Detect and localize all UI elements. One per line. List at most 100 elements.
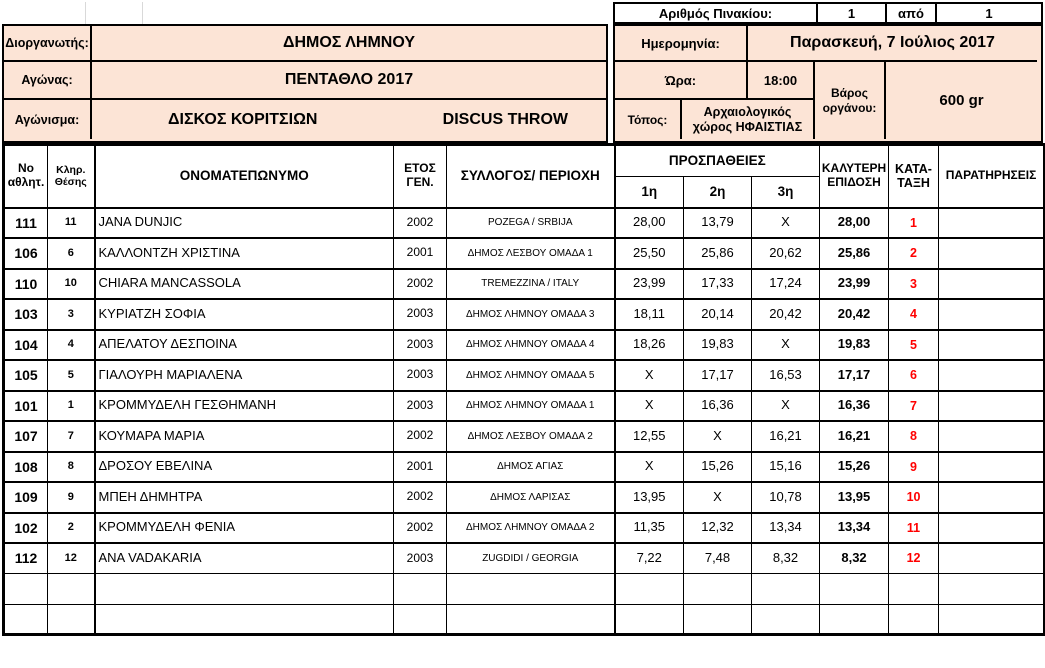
cell-birth-year: 2002 (393, 268, 447, 300)
cell-best-performance: 8,32 (819, 542, 890, 574)
cell-best-performance: 16,21 (819, 420, 890, 453)
results-table: Νο αθλητ. Κληρ. Θέσης ΟΝΟΜΑΤΕΠΩΝΥΜΟ ΕΤΟΣ… (2, 143, 1045, 636)
organizer-value: ΔΗΜΟΣ ΛΗΜΝΟΥ (92, 26, 606, 62)
competition-label: Αγώνας: (4, 62, 92, 100)
table-row: 102 2 ΚΡΟΜΜΥΔΕΛΗ ΦΕΝΙΑ 2002 ΔΗΜΟΣ ΛΗΜΝΟΥ… (3, 512, 1045, 544)
cell-birth-year: 2001 (393, 237, 447, 270)
cell-draw-position: 12 (47, 542, 95, 574)
cell-attempt-1 (613, 573, 684, 605)
cell-attempt-2: 25,86 (683, 237, 752, 270)
cell-club-region: ΔΗΜΟΣ ΛΗΜΝΟΥ ΟΜΑΔΑ 5 (446, 359, 615, 392)
cell-rank: 5 (888, 329, 940, 361)
event-label: Αγώνισμα: (4, 100, 92, 139)
date-label: Ημερομηνία: (615, 26, 748, 62)
header-attempts: ΠΡΟΣΠΑΘΕΙΕΣ (613, 144, 821, 177)
cell-remarks (938, 207, 1045, 239)
cell-remarks (938, 481, 1045, 514)
spreadsheet-gridline (142, 2, 143, 24)
cell-attempt-1: X (613, 359, 684, 392)
cell-name: ΔΡΟΣΟΥ ΕΒΕΛΙΝΑ (93, 451, 394, 483)
cell-best-performance (819, 603, 890, 635)
cell-rank: 12 (888, 542, 940, 574)
cell-attempt-2: 17,17 (683, 359, 752, 392)
cell-draw-position: 8 (47, 451, 95, 483)
cell-club-region: ZUGDIDI / GEORGIA (446, 542, 615, 574)
cell-draw-position: 2 (47, 512, 95, 544)
cell-draw-position (47, 573, 95, 605)
cell-name: ΚΥΡΙΑΤΖΗ ΣΟΦΙΑ (93, 298, 394, 331)
cell-draw-position: 10 (47, 268, 95, 300)
implement-weight-label: Βάρος οργάνου: (815, 62, 886, 139)
cell-rank (888, 603, 940, 635)
cell-attempt-2 (683, 573, 752, 605)
cell-club-region (446, 573, 615, 605)
cell-attempt-2: X (683, 481, 752, 514)
cell-birth-year: 2002 (393, 512, 447, 544)
cell-attempt-3: X (750, 207, 821, 239)
cell-attempt-1: 18,11 (613, 298, 684, 331)
cell-attempt-2: 15,26 (683, 451, 752, 483)
table-row: 108 8 ΔΡΟΣΟΥ ΕΒΕΛΙΝΑ 2001 ΔΗΜΟΣ ΑΓΙΑΣ X … (3, 451, 1045, 483)
cell-club-region: ΔΗΜΟΣ ΛΗΜΝΟΥ ΟΜΑΔΑ 2 (446, 512, 615, 544)
results-header: Νο αθλητ. Κληρ. Θέσης ΟΝΟΜΑΤΕΠΩΝΥΜΟ ΕΤΟΣ… (3, 144, 1045, 209)
cell-attempt-2: 7,48 (683, 542, 752, 574)
table-row: 106 6 ΚΑΛΛΟΝΤΖΗ ΧΡΙΣΤΙΝΑ 2001 ΔΗΜΟΣ ΛΕΣΒ… (3, 237, 1045, 270)
table-row: 103 3 ΚΥΡΙΑΤΖΗ ΣΟΦΙΑ 2003 ΔΗΜΟΣ ΛΗΜΝΟΥ Ο… (3, 298, 1045, 331)
cell-draw-position: 4 (47, 329, 95, 361)
cell-attempt-3: 20,42 (750, 298, 821, 331)
cell-club-region: ΔΗΜΟΣ ΛΑΡΙΣΑΣ (446, 481, 615, 514)
table-row: 101 1 ΚΡΟΜΜΥΔΕΛΗ ΓΕΣΘΗΜΑΝΗ 2003 ΔΗΜΟΣ ΛΗ… (3, 390, 1045, 422)
cell-attempt-1: 18,26 (613, 329, 684, 361)
cell-attempt-2: 13,79 (683, 207, 752, 239)
cell-club-region: ΔΗΜΟΣ ΑΓΙΑΣ (446, 451, 615, 483)
cell-remarks (938, 512, 1045, 544)
cell-bib: 104 (3, 329, 48, 361)
cell-bib: 102 (3, 512, 48, 544)
cell-attempt-3: 15,16 (750, 451, 821, 483)
cell-remarks (938, 390, 1045, 422)
cell-attempt-2: 19,83 (683, 329, 752, 361)
cell-attempt-2 (683, 603, 752, 635)
cell-bib (3, 573, 48, 605)
cell-draw-position: 7 (47, 420, 95, 453)
cell-attempt-1: 12,55 (613, 420, 684, 453)
cell-attempt-1: 28,00 (613, 207, 684, 239)
table-row (3, 573, 1045, 605)
cell-name: ΚΡΟΜΜΥΔΕΛΗ ΓΕΣΘΗΜΑΝΗ (93, 390, 394, 422)
cell-club-region: ΔΗΜΟΣ ΛΗΜΝΟΥ ΟΜΑΔΑ 1 (446, 390, 615, 422)
cell-attempt-3: X (750, 329, 821, 361)
cell-attempt-1: X (613, 451, 684, 483)
venue-label: Τόπος: (615, 100, 682, 139)
cell-attempt-3 (750, 573, 821, 605)
cell-best-performance: 19,83 (819, 329, 890, 361)
panel-total-value: 1 (985, 5, 993, 21)
cell-club-region: ΔΗΜΟΣ ΛΗΜΝΟΥ ΟΜΑΔΑ 4 (446, 329, 615, 361)
table-row: 104 4 ΑΠΕΛΑΤΟΥ ΔΕΣΠΟΙΝΑ 2003 ΔΗΜΟΣ ΛΗΜΝΟ… (3, 329, 1045, 361)
cell-club-region: ΔΗΜΟΣ ΛΗΜΝΟΥ ΟΜΑΔΑ 3 (446, 298, 615, 331)
cell-club-region: ΔΗΜΟΣ ΛΕΣΒΟΥ ΟΜΑΔΑ 2 (446, 420, 615, 453)
panel-number-bar: Αριθμός Πινακίου: 1 από 1 (613, 2, 1043, 24)
cell-remarks (938, 329, 1045, 361)
cell-club-region (446, 603, 615, 635)
cell-club-region: ΔΗΜΟΣ ΛΕΣΒΟΥ ΟΜΑΔΑ 1 (446, 237, 615, 270)
cell-attempt-2: X (683, 420, 752, 453)
cell-attempt-1: 23,99 (613, 268, 684, 300)
header-bib: Νο αθλητ. (3, 144, 48, 209)
cell-attempt-3: 10,78 (750, 481, 821, 514)
cell-attempt-1: 13,95 (613, 481, 684, 514)
cell-birth-year: 2001 (393, 451, 447, 483)
cell-birth-year (393, 603, 447, 635)
cell-bib (3, 603, 48, 635)
cell-draw-position: 1 (47, 390, 95, 422)
table-row: 109 9 ΜΠΕΗ ΔΗΜΗΤΡΑ 2002 ΔΗΜΟΣ ΛΑΡΙΣΑΣ 13… (3, 481, 1045, 514)
cell-attempt-2: 12,32 (683, 512, 752, 544)
cell-best-performance (819, 573, 890, 605)
header-rank: ΚΑΤΑ-ΤΑΞΗ (888, 144, 940, 209)
results-body: 111 11 JANA DUNJIC 2002 POZEGA / SRBIJA … (3, 207, 1045, 635)
cell-best-performance: 13,34 (819, 512, 890, 544)
organizer-label: Διοργανωτής: (4, 26, 92, 62)
cell-rank: 4 (888, 298, 940, 331)
cell-birth-year: 2002 (393, 481, 447, 514)
cell-draw-position: 9 (47, 481, 95, 514)
cell-rank: 1 (888, 207, 940, 239)
